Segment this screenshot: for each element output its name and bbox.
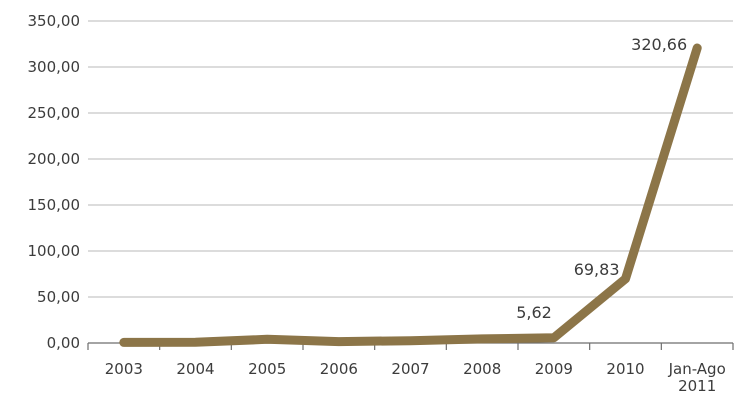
data-point-3 [338, 341, 340, 343]
gridlines [88, 20, 733, 298]
data-point-1 [195, 341, 196, 343]
y-tick-label-3: 150,00 [28, 196, 81, 214]
series-line-group [119, 43, 702, 347]
y-axis-labels: 0,00 50,00 100,00 150,00 200,00 250,00 300,00 3… [28, 12, 81, 352]
data-point-2 [266, 338, 268, 340]
y-tick-label-4: 200,00 [28, 150, 81, 168]
data-point-5 [481, 338, 483, 340]
data-point-6 [553, 337, 555, 339]
x-tick-label-6: 2009 [535, 360, 573, 378]
y-tick-label-1: 50,00 [37, 288, 80, 306]
data-label-7: 69,83 [574, 260, 620, 279]
data-point-0 [123, 341, 125, 343]
y-tick-label-2: 100,00 [28, 242, 81, 260]
x-tick-label-0: 2003 [105, 360, 143, 378]
data-point-8 [696, 47, 698, 49]
data-label-6: 5,62 [516, 303, 552, 322]
x-tick-label-5: 2008 [463, 360, 501, 378]
data-point-4 [410, 340, 411, 342]
x-tick-label-2: 2005 [248, 360, 286, 378]
data-labels: 5,62 69,83 320,66 [516, 35, 687, 322]
x-tick-label-3: 2006 [320, 360, 358, 378]
x-tick-label-1: 2004 [176, 360, 214, 378]
x-tick-label-4: 2007 [391, 360, 429, 378]
y-tick-label-7: 350,00 [28, 12, 81, 30]
y-tick-label-6: 300,00 [28, 58, 81, 76]
data-label-8: 320,66 [631, 35, 687, 54]
y-tick-label-5: 250,00 [28, 104, 81, 122]
x-tick-label-7: 2010 [606, 360, 644, 378]
x-tick-label-8: Jan-Ago 2011 [668, 360, 726, 395]
data-point-7 [625, 278, 626, 280]
y-tick-label-0: 0,00 [47, 334, 80, 352]
series-line-0 [119, 43, 702, 347]
x-axis: 2003 2004 2005 2006 2007 2008 2009 2010 Jan-Ago 2… [87, 342, 734, 395]
